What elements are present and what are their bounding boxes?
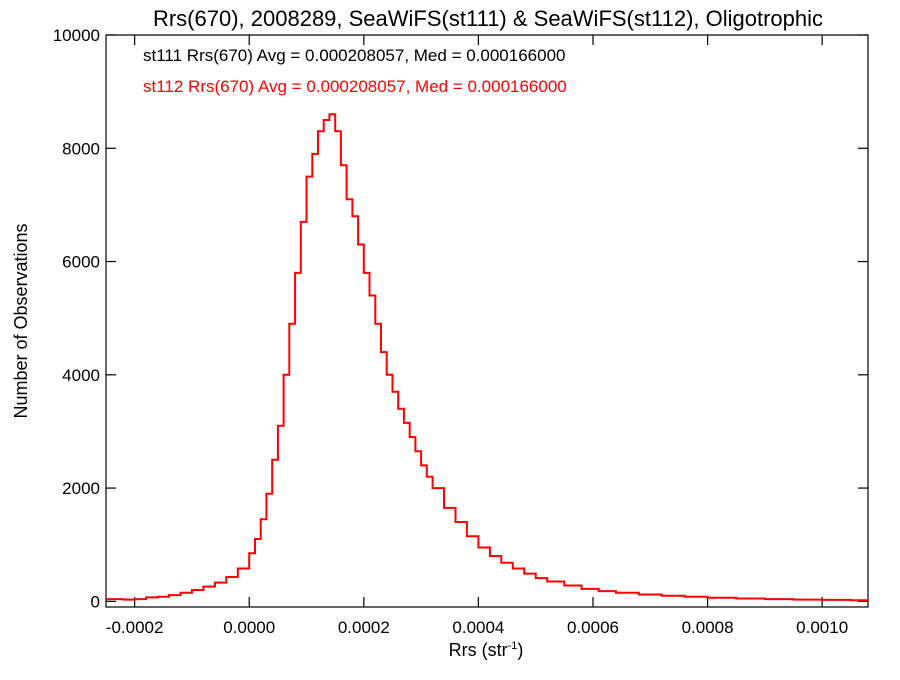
data-point (683, 595, 686, 598)
annotation-st112: st112 Rrs(670) Avg = 0.000208057, Med = … (143, 77, 567, 96)
x-tick-label: -0.0002 (106, 618, 164, 637)
plot-frame (105, 34, 869, 608)
data-point (248, 552, 251, 555)
data-point (792, 598, 795, 601)
data-point (168, 594, 170, 596)
y-tick-label: 2000 (62, 479, 100, 498)
x-axis-title-main: Rrs (str (449, 640, 508, 660)
x-tick-label: 0.0008 (682, 618, 734, 637)
data-point (236, 567, 239, 570)
data-point (299, 221, 302, 223)
data-point (179, 591, 182, 594)
data-point (546, 580, 549, 583)
data-point (288, 322, 291, 325)
data-point (368, 294, 371, 297)
series-layer (105, 113, 869, 602)
data-point (271, 458, 274, 461)
x-axis-title-suffix: ) (517, 640, 523, 660)
data-point (277, 424, 279, 427)
data-point (105, 598, 107, 600)
data-point (374, 322, 377, 325)
data-point (523, 572, 526, 575)
data-point (362, 272, 365, 274)
data-point (145, 596, 148, 599)
data-point (282, 373, 285, 376)
data-point (334, 130, 337, 133)
data-point (849, 599, 852, 602)
x-axis-title: Rrs (str-1) (449, 640, 524, 660)
data-point (821, 599, 824, 601)
annotation-st111: st111 Rrs(670) Avg = 0.000208057, Med = … (143, 46, 566, 65)
data-point (580, 588, 583, 590)
data-point (615, 591, 617, 594)
data-point (191, 589, 193, 591)
data-point (265, 492, 268, 495)
data-point (397, 407, 400, 410)
data-point (477, 546, 480, 549)
data-point (357, 243, 359, 246)
data-point (563, 584, 566, 587)
data-point (328, 113, 331, 116)
chart-title: Rrs(670), 2008289, SeaWiFS(st111) & SeaW… (153, 6, 823, 31)
x-tick-label: 0.0010 (796, 618, 848, 637)
series-line-0 (106, 113, 868, 602)
y-axis-title: Number of Observations (11, 223, 31, 418)
y-tick-label: 8000 (62, 139, 100, 158)
data-point (764, 598, 766, 600)
data-point (340, 164, 342, 167)
data-point (420, 464, 422, 467)
data-point (660, 594, 663, 597)
data-point (225, 576, 228, 578)
data-point (511, 567, 514, 570)
data-point (443, 507, 445, 509)
data-point (489, 555, 491, 557)
y-tick-label: 4000 (62, 366, 100, 385)
data-point (637, 593, 640, 596)
data-point (322, 119, 325, 121)
data-point (466, 535, 468, 538)
data-point (385, 373, 388, 376)
data-point (500, 561, 503, 564)
data-point (425, 475, 428, 478)
data-point (351, 215, 354, 218)
data-point (408, 436, 411, 438)
data-point (735, 597, 738, 600)
x-tick-label: 0.0002 (338, 618, 390, 637)
data-point (867, 599, 869, 602)
data-point (156, 595, 159, 598)
data-point (534, 577, 537, 579)
x-axis: -0.0002 0.0000 0.0002 0.0004 0.0006 0.0008 0.0… (106, 35, 848, 637)
data-point (431, 487, 434, 489)
data-point (311, 153, 314, 155)
x-tick-label: 0.0006 (567, 618, 619, 637)
x-tick-label: 0.0004 (452, 618, 504, 637)
data-point (214, 581, 216, 584)
x-axis-title-superscript: -1 (508, 640, 518, 652)
data-point (597, 590, 600, 592)
data-point (345, 198, 348, 201)
y-axis: 0 2000 4000 6000 8000 10000 (53, 26, 868, 611)
data-point (305, 175, 308, 178)
data-point (294, 272, 296, 274)
data-point (259, 518, 262, 521)
data-point (706, 596, 709, 599)
data-point (202, 585, 205, 588)
data-point (403, 422, 405, 424)
data-point (454, 521, 457, 523)
y-tick-label: 10000 (53, 26, 100, 45)
data-point (414, 450, 417, 453)
data-point (380, 351, 382, 353)
data-point (133, 598, 136, 600)
data-point (122, 598, 125, 601)
data-point (254, 538, 256, 540)
data-point (391, 390, 394, 393)
y-tick-label: 6000 (62, 253, 100, 272)
data-point (317, 130, 319, 133)
x-tick-label: 0.0000 (223, 618, 275, 637)
y-tick-label: 0 (91, 592, 100, 611)
